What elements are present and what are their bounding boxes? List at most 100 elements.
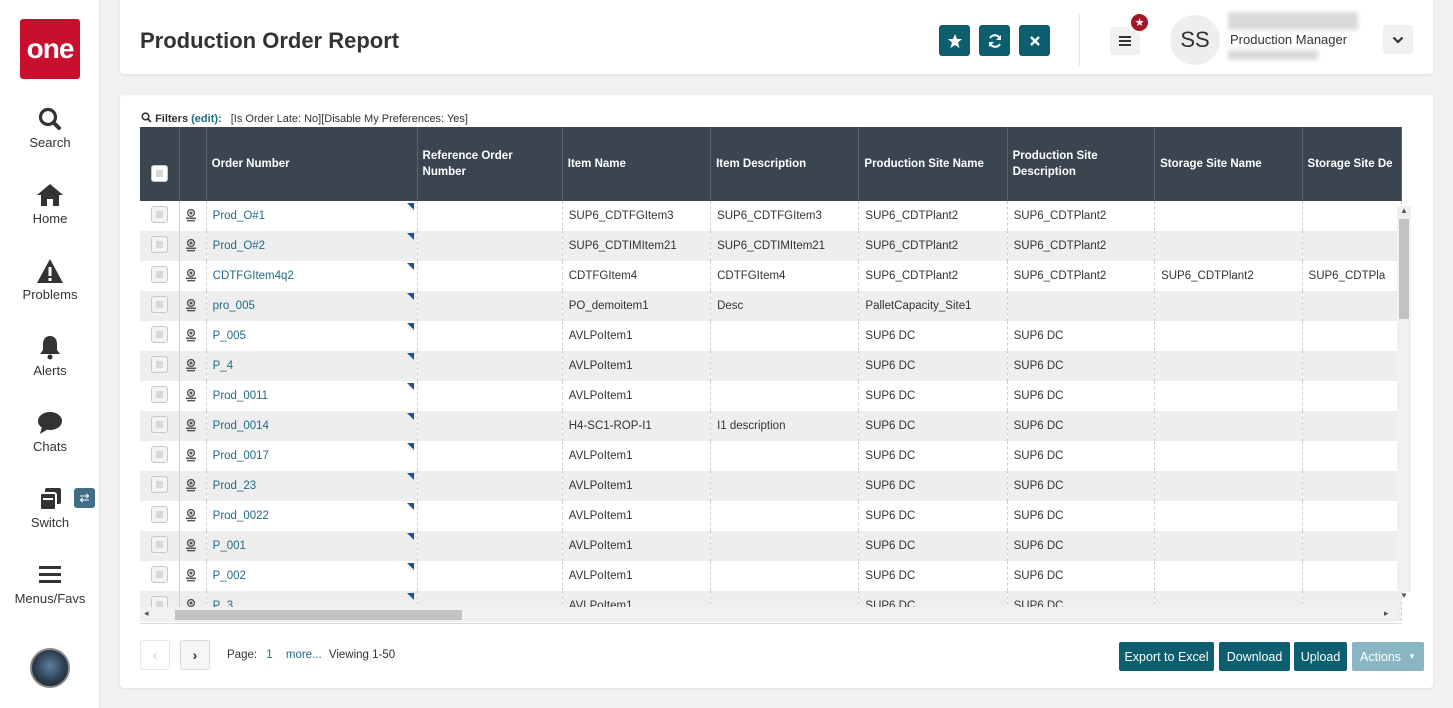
- scroll-up-icon[interactable]: ▲: [1400, 206, 1408, 215]
- prev-page-button[interactable]: ‹: [140, 640, 170, 670]
- order-detail-icon[interactable]: [184, 208, 198, 222]
- order-number-link[interactable]: P_005: [206, 321, 418, 351]
- table-cell: [417, 261, 563, 291]
- order-detail-icon[interactable]: [184, 328, 198, 342]
- sidebar-item-switch[interactable]: Switch: [0, 486, 100, 530]
- order-number-link[interactable]: Prod_O#2: [206, 231, 418, 261]
- page-number[interactable]: 1: [266, 649, 273, 661]
- scroll-down-icon[interactable]: ▼: [1400, 591, 1408, 600]
- order-detail-icon[interactable]: [184, 538, 198, 552]
- scroll-left-icon[interactable]: ◂: [144, 608, 149, 618]
- table-row[interactable]: Prod_0017 AVLPoItem1 SUP6 DC SUP6 DC: [140, 441, 1402, 471]
- assistant-avatar-icon[interactable]: [30, 648, 70, 688]
- row-checkbox[interactable]: [150, 296, 168, 313]
- sidebar-item-problems[interactable]: Problems: [0, 258, 100, 302]
- column-header[interactable]: Storage Site Name: [1154, 127, 1303, 201]
- column-header[interactable]: Production Site Name: [858, 127, 1008, 201]
- table-cell: SUP6 DC: [858, 411, 1008, 441]
- table-row[interactable]: P_005 AVLPoItem1 SUP6 DC SUP6 DC: [140, 321, 1402, 351]
- scroll-right-icon[interactable]: ▸: [1384, 608, 1389, 618]
- more-pages-link[interactable]: more...: [285, 649, 322, 661]
- row-checkbox[interactable]: [150, 266, 168, 283]
- user-menu-dropdown[interactable]: [1383, 25, 1413, 54]
- select-all-checkbox[interactable]: [150, 165, 168, 182]
- sidebar-item-menus-favs[interactable]: Menus/Favs: [0, 562, 100, 606]
- favorites-badge-star-icon[interactable]: ★: [1129, 12, 1150, 33]
- vertical-scroll-thumb[interactable]: [1399, 219, 1409, 319]
- row-checkbox[interactable]: [150, 566, 168, 583]
- table-row[interactable]: CDTFGItem4q2 CDTFGItem4 CDTFGItem4 SUP6_CDT…: [140, 261, 1402, 291]
- table-body: Prod_O#1 SUP6_CDTFGItem3 SUP6_CDTFGItem3 SU…: [140, 201, 1402, 621]
- column-header[interactable]: Production Site Description: [1007, 127, 1156, 201]
- order-number-link[interactable]: Prod_0017: [206, 441, 418, 471]
- order-detail-icon[interactable]: [184, 418, 198, 432]
- table-row[interactable]: Prod_0014 H4-SC1-ROP-I1 I1 description SUP6…: [140, 411, 1402, 441]
- table-row[interactable]: Prod_0022 AVLPoItem1 SUP6 DC SUP6 DC: [140, 501, 1402, 531]
- order-detail-icon[interactable]: [184, 478, 198, 492]
- table-row[interactable]: Prod_O#1 SUP6_CDTFGItem3 SUP6_CDTFGItem3 SU…: [140, 201, 1402, 231]
- row-checkbox[interactable]: [150, 386, 168, 403]
- table-row[interactable]: P_002 AVLPoItem1 SUP6 DC SUP6 DC: [140, 561, 1402, 591]
- export-to-excel-button[interactable]: Export to Excel: [1119, 642, 1214, 671]
- table-row[interactable]: pro_005 PO_demoitem1 Desc PalletCapacity_Si…: [140, 291, 1402, 321]
- column-header[interactable]: Item Description: [710, 127, 860, 201]
- row-checkbox[interactable]: [150, 476, 168, 493]
- app-logo[interactable]: one: [20, 19, 80, 79]
- next-page-button[interactable]: ›: [180, 640, 210, 670]
- order-number-link[interactable]: Prod_23: [206, 471, 418, 501]
- table-row[interactable]: P_4 AVLPoItem1 SUP6 DC SUP6 DC: [140, 351, 1402, 381]
- row-checkbox[interactable]: [150, 236, 168, 253]
- cell-flag-icon: [406, 443, 414, 450]
- order-number-link[interactable]: CDTFGItem4q2: [206, 261, 418, 291]
- order-number-link[interactable]: Prod_O#1: [206, 201, 418, 231]
- order-number-link[interactable]: Prod_0011: [206, 381, 418, 411]
- switch-badge[interactable]: ⇄: [74, 488, 95, 508]
- favorite-button[interactable]: [939, 25, 970, 56]
- table-cell: [1154, 561, 1303, 591]
- order-detail-icon[interactable]: [184, 388, 198, 402]
- order-detail-icon[interactable]: [184, 298, 198, 312]
- order-number-link[interactable]: P_001: [206, 531, 418, 561]
- order-number-link[interactable]: P_4: [206, 351, 418, 381]
- user-avatar[interactable]: SS: [1170, 15, 1220, 65]
- order-number-link[interactable]: pro_005: [206, 291, 418, 321]
- close-icon: [1029, 35, 1040, 46]
- close-button[interactable]: [1019, 25, 1050, 56]
- order-detail-icon[interactable]: [184, 268, 198, 282]
- sidebar-item-home[interactable]: Home: [0, 182, 100, 226]
- column-header[interactable]: Reference Order Number: [417, 127, 563, 201]
- row-checkbox[interactable]: [150, 506, 168, 523]
- column-header[interactable]: Order Number: [206, 127, 418, 201]
- order-number-link[interactable]: P_002: [206, 561, 418, 591]
- sidebar-item-alerts[interactable]: Alerts: [0, 334, 100, 378]
- row-checkbox[interactable]: [150, 446, 168, 463]
- table-row[interactable]: Prod_0011 AVLPoItem1 SUP6 DC SUP6 DC: [140, 381, 1402, 411]
- table-cell: [1302, 561, 1402, 591]
- row-checkbox[interactable]: [150, 416, 168, 433]
- row-icon-cell: [179, 261, 207, 291]
- order-detail-icon[interactable]: [184, 448, 198, 462]
- sidebar-item-search[interactable]: Search: [0, 106, 100, 150]
- horizontal-scroll-thumb[interactable]: [175, 610, 462, 620]
- row-checkbox[interactable]: [150, 536, 168, 553]
- order-detail-icon[interactable]: [184, 238, 198, 252]
- order-detail-icon[interactable]: [184, 358, 198, 372]
- refresh-button[interactable]: [979, 25, 1010, 56]
- column-header[interactable]: Item Name: [562, 127, 712, 201]
- order-number-link[interactable]: Prod_0022: [206, 501, 418, 531]
- table-row[interactable]: Prod_O#2 SUP6_CDTIMItem21 SUP6_CDTIMItem21…: [140, 231, 1402, 261]
- row-checkbox[interactable]: [150, 356, 168, 373]
- upload-button[interactable]: Upload: [1294, 642, 1347, 671]
- order-detail-icon[interactable]: [184, 508, 198, 522]
- table-row[interactable]: P_001 AVLPoItem1 SUP6 DC SUP6 DC: [140, 531, 1402, 561]
- column-header[interactable]: Storage Site De: [1302, 127, 1402, 201]
- row-checkbox[interactable]: [150, 326, 168, 343]
- order-number-link[interactable]: Prod_0014: [206, 411, 418, 441]
- download-button[interactable]: Download: [1219, 642, 1290, 671]
- actions-dropdown[interactable]: Actions ▼: [1352, 642, 1424, 671]
- sidebar-item-chats[interactable]: Chats: [0, 410, 100, 454]
- table-row[interactable]: Prod_23 AVLPoItem1 SUP6 DC SUP6 DC: [140, 471, 1402, 501]
- row-checkbox[interactable]: [150, 206, 168, 223]
- filters-edit-link[interactable]: (edit):: [191, 113, 222, 125]
- order-detail-icon[interactable]: [184, 568, 198, 582]
